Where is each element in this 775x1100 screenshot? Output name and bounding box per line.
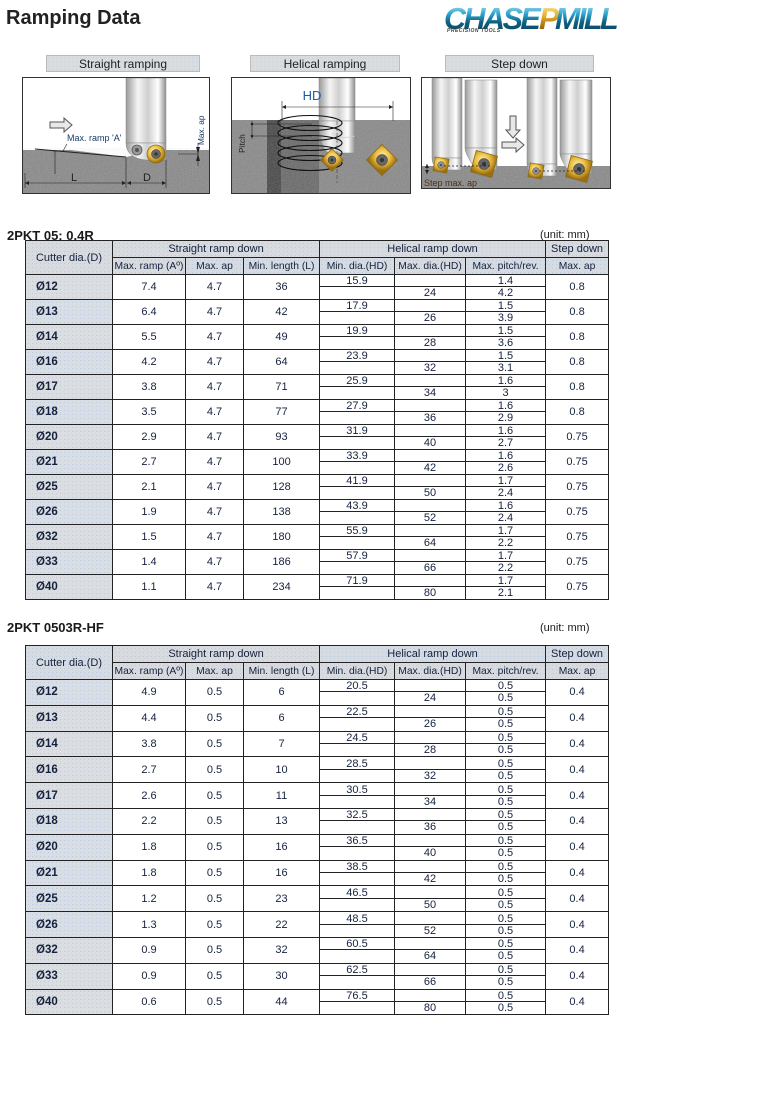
svg-text:L: L: [71, 172, 77, 184]
svg-text:Pitch: Pitch: [237, 134, 247, 153]
svg-text:D: D: [143, 172, 151, 184]
svg-text:HD: HD: [303, 88, 322, 103]
svg-text:MILL: MILL: [555, 2, 617, 36]
svg-text:Step max. ap: Step max. ap: [424, 178, 477, 188]
svg-text:Max. ramp 'A': Max. ramp 'A': [67, 133, 122, 143]
svg-text:Max. ap: Max. ap: [196, 115, 206, 145]
